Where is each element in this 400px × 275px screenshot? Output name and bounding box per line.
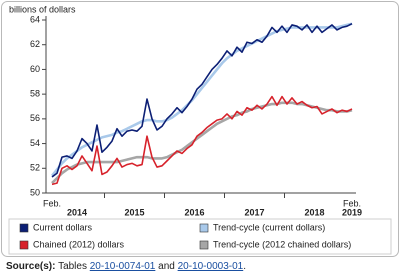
y-tick-label: 50 — [30, 187, 40, 197]
legend-swatch — [199, 240, 209, 250]
y-tick-label: 60 — [30, 64, 40, 74]
legend-swatch — [199, 223, 209, 233]
x-year-label: 2014 — [67, 207, 87, 217]
legend-label: Chained (2012) dollars — [33, 239, 125, 249]
x-year-label: 2018 — [304, 207, 324, 217]
series-line — [51, 22, 353, 178]
series-line — [51, 95, 353, 186]
y-tick-label: 54 — [30, 138, 40, 148]
series-line — [50, 22, 353, 177]
y-tick-label: 56 — [30, 113, 40, 123]
legend-label: Trend-cycle (2012 chained dollars) — [213, 239, 351, 249]
x-tick-label: Feb. — [43, 198, 61, 208]
source-suffix: . — [243, 261, 246, 272]
y-tick-label: 58 — [30, 89, 40, 99]
legend-label: Trend-cycle (current dollars) — [213, 222, 325, 232]
plot-area: 50 52 54 56 58 60 62 64 Feb. Feb. 2014 2015 2016 2017… — [30, 14, 362, 217]
y-tick-label: 64 — [30, 14, 40, 24]
source-joiner: and — [158, 261, 175, 272]
legend: Current dollars Trend-cycle (current doll… — [19, 222, 351, 250]
source-line: Source(s): Tables 20-10-0074-01 and 20-1… — [6, 261, 246, 272]
x-year-label: 2015 — [124, 207, 144, 217]
source-prefix: Tables — [58, 261, 87, 272]
series-line — [51, 101, 353, 185]
legend-swatch — [19, 223, 29, 233]
y-tick-label: 62 — [30, 39, 40, 49]
table-link[interactable]: 20-10-0074-01 — [90, 261, 156, 272]
x-year-label: 2017 — [244, 207, 264, 217]
y-tick-label: 52 — [30, 163, 40, 173]
table-link[interactable]: 20-10-0003-01 — [178, 261, 244, 272]
chart-frame — [1, 1, 399, 257]
source-label: Source(s): — [6, 261, 55, 272]
legend-frame — [8, 218, 392, 255]
legend-label: Current dollars — [33, 222, 93, 232]
x-year-label: 2019 — [342, 207, 362, 217]
y-axis-label: billions of dollars — [9, 4, 76, 14]
legend-swatch — [19, 240, 29, 250]
x-year-label: 2016 — [184, 207, 204, 217]
x-tick-label: Feb. — [343, 198, 361, 208]
